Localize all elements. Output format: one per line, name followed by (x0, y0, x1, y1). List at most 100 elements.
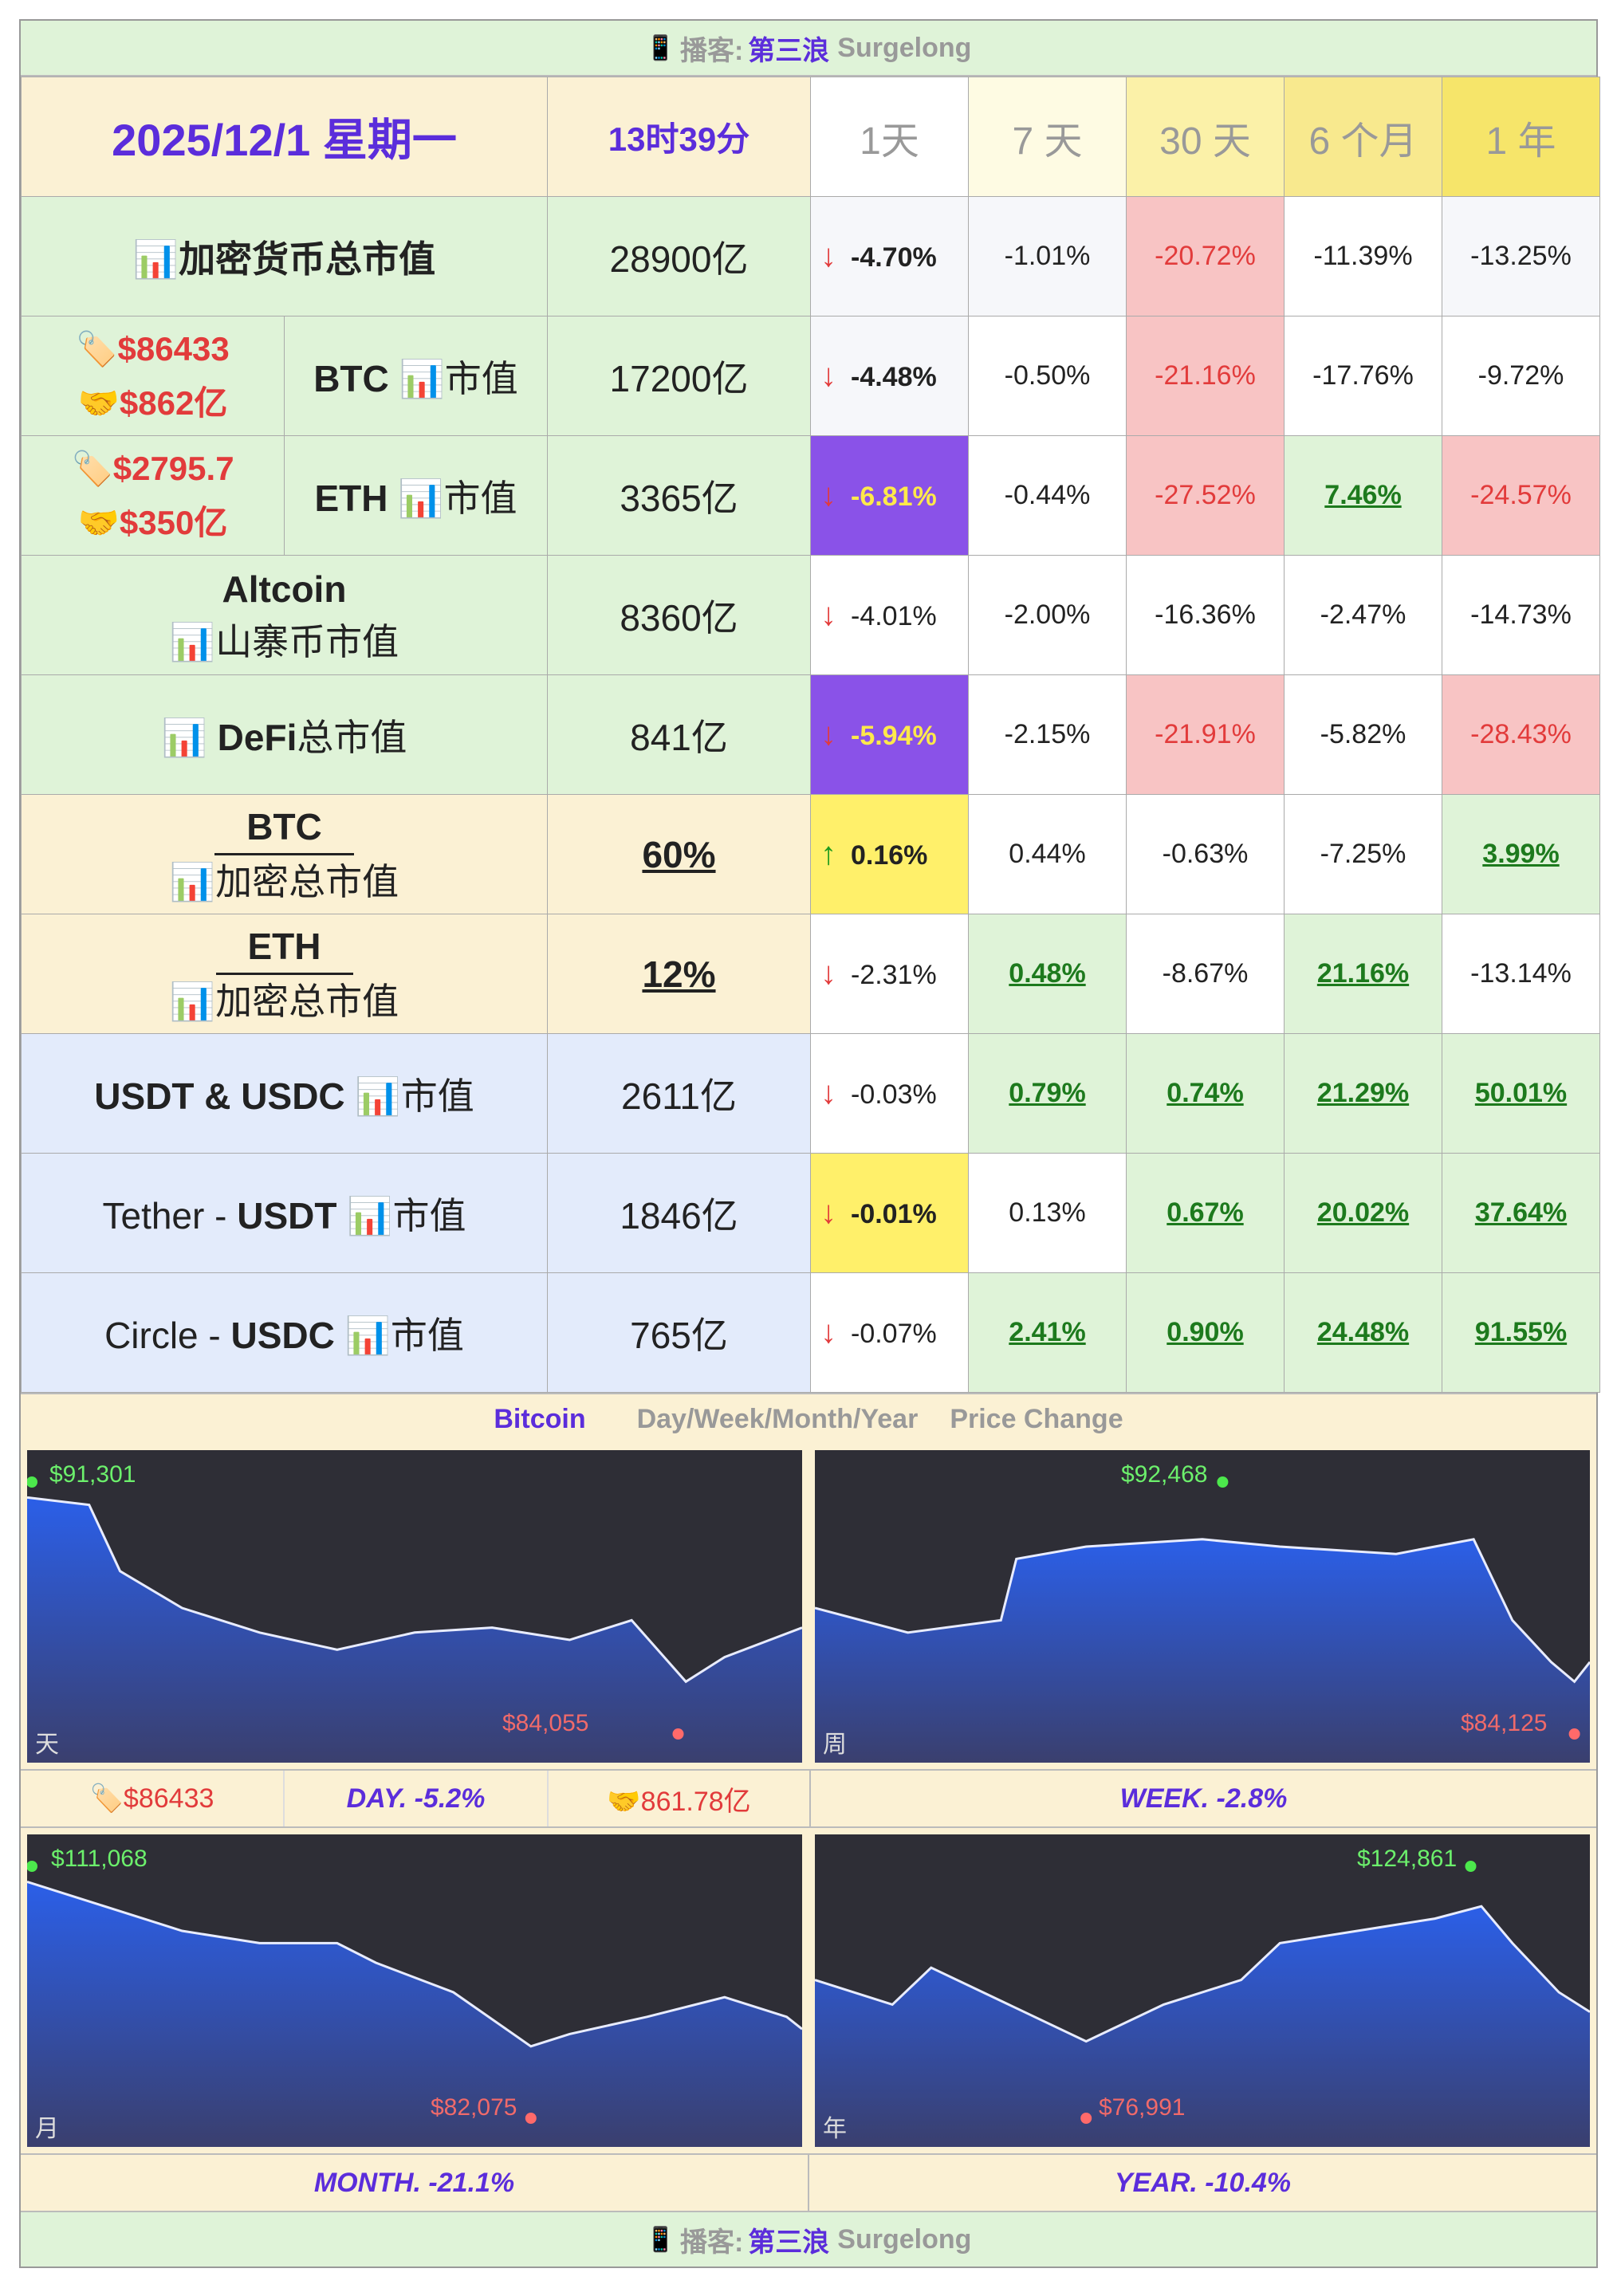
min-point (1568, 1728, 1580, 1740)
change-6m: -5.82% (1284, 674, 1442, 795)
summary-volume: 🤝861.78亿 (549, 1771, 811, 1826)
max-point (27, 1861, 37, 1872)
row-circle: Circle - USDC 📊市值 765亿 ↓ -0.07% 2.41% 0.9… (21, 1272, 1600, 1393)
arrow-up-icon: ↑ (820, 836, 836, 871)
min-label: $76,991 (1099, 2094, 1186, 2121)
row-label: Altcoin 📊山寨币市值 (21, 555, 548, 675)
chart-year: $124,861 $76,991 年 (808, 1828, 1596, 2153)
change-30d: -20.72% (1126, 196, 1285, 316)
price-area-month (27, 1861, 802, 2147)
price-area-week (815, 1476, 1590, 1763)
eth-volume: 🤝$350亿 (77, 503, 228, 541)
podcast-label: 播客: (679, 2227, 744, 2258)
change-6m: 21.29% (1284, 1033, 1442, 1154)
podcast-name: 第三浪 (748, 35, 830, 66)
change-30d: -0.63% (1126, 794, 1285, 914)
price-area (27, 1497, 802, 1763)
row-total-market-cap: 📊加密货币总市值 28900亿 ↓ -4.70% -1.01% -20.72% -… (21, 196, 1600, 316)
phone-icon: 📱 (645, 34, 675, 61)
change-6m: -7.25% (1284, 794, 1442, 914)
podcast-banner-bottom: 📱 播客: 第三浪 Surgelong (21, 2212, 1596, 2267)
change-1d: ↓ -0.01% (810, 1153, 969, 1273)
change-1y: -28.43% (1442, 674, 1600, 795)
min-label: $84,125 (1461, 1710, 1548, 1736)
row-altcoin: Altcoin 📊山寨币市值 8360亿 ↓ -4.01% -2.00% -16.3… (21, 555, 1600, 675)
period-corner-label: 月 (35, 2116, 59, 2142)
row-defi: 📊 DeFi总市值 841亿 ↓ -5.94% -2.15% -21.91% -5… (21, 674, 1600, 795)
phone-icon: 📱 (645, 2226, 675, 2253)
row-label: ETH 📊市值 (284, 435, 548, 556)
change-1y: 3.99% (1442, 794, 1600, 914)
period-7d: 7 天 (968, 77, 1127, 197)
change-6m: 21.16% (1284, 914, 1442, 1034)
row-label: USDT & USDC 📊市值 (21, 1033, 548, 1154)
header-row: 2025/12/1 星期一 13时39分 1天 7 天 30 天 6 个月 1 … (21, 77, 1600, 197)
btc-volume: 🤝$862亿 (77, 383, 228, 422)
change-7d: 0.79% (968, 1033, 1127, 1154)
row-label: BTC 📊加密总市值 (21, 794, 548, 914)
row-label: Tether - USDT 📊市值 (21, 1153, 548, 1273)
change-1y: -14.73% (1442, 555, 1600, 675)
change-7d: -0.50% (968, 316, 1127, 436)
change-1d: ↓ -0.03% (810, 1033, 969, 1154)
change-1d: ↓ -0.07% (810, 1272, 969, 1393)
arrow-down-icon: ↓ (820, 358, 836, 393)
min-point (525, 2113, 537, 2124)
max-label: $124,861 (1357, 1846, 1458, 1872)
max-point (1465, 1861, 1477, 1872)
change-6m: 7.46% (1284, 435, 1442, 556)
price-line (815, 1905, 1590, 2043)
btc-price: 🏷️$86433 (76, 329, 230, 368)
change-6m: 24.48% (1284, 1272, 1442, 1393)
btc-price-volume: 🏷️$86433 🤝$862亿 (21, 316, 285, 436)
row-label: 📊加密货币总市值 (21, 196, 548, 316)
arrow-down-icon: ↓ (820, 717, 836, 752)
change-30d: 0.74% (1126, 1033, 1285, 1154)
change-7d: -2.15% (968, 674, 1127, 795)
change-30d: -27.52% (1126, 435, 1285, 556)
period-6m: 6 个月 (1284, 77, 1442, 197)
arrow-down-icon: ↓ (820, 1315, 836, 1350)
change-1y: -24.57% (1442, 435, 1600, 556)
change-6m: -2.47% (1284, 555, 1442, 675)
change-7d: 0.44% (968, 794, 1127, 914)
summary-week: WEEK. -2.8% (1119, 1783, 1288, 1814)
arrow-down-icon: ↓ (820, 597, 836, 632)
change-1y: -13.14% (1442, 914, 1600, 1034)
time-label: 13时39分 (547, 77, 811, 197)
max-label: $91,301 (49, 1461, 136, 1488)
row-value: 12% (547, 914, 811, 1034)
row-value: 765亿 (547, 1272, 811, 1393)
price-area (815, 1906, 1590, 2147)
summary-row-bottom: MONTH. -21.1% YEAR. -10.4% (21, 2153, 1596, 2212)
change-7d: -1.01% (968, 196, 1127, 316)
price-area (27, 1881, 802, 2147)
charts-row-bottom: $111,068 $82,075 月 $124,861 $76,991 年 (21, 1828, 1596, 2153)
charts-row-top: $91,301 $84,055 天 $92,468 $84,125 周 (21, 1444, 1596, 1769)
summary-month: MONTH. -21.1% (21, 2155, 809, 2211)
price-line (27, 1496, 802, 1684)
change-30d: 0.67% (1126, 1153, 1285, 1273)
row-value: 2611亿 (547, 1033, 811, 1154)
period-30d: 30 天 (1126, 77, 1285, 197)
period-1d: 1天 (810, 77, 969, 197)
caption-period: Day/Week/Month/Year (636, 1403, 919, 1434)
podcast-name-en: Surgelong (837, 32, 972, 63)
podcast-name-en: Surgelong (837, 2223, 972, 2255)
change-6m: -11.39% (1284, 196, 1442, 316)
price-area-year (815, 1861, 1590, 2147)
arrow-down-icon: ↓ (820, 1195, 836, 1230)
min-point (1080, 2113, 1092, 2124)
max-point (1217, 1476, 1229, 1488)
row-label: ETH 📊加密总市值 (21, 914, 548, 1034)
row-btc-dominance: BTC 📊加密总市值 60% ↑ 0.16% 0.44% -0.63% -7.25%… (21, 794, 1600, 914)
row-label: Circle - USDC 📊市值 (21, 1272, 548, 1393)
change-7d: 2.41% (968, 1272, 1127, 1393)
caption-bitcoin: Bitcoin (494, 1403, 586, 1434)
change-30d: -16.36% (1126, 555, 1285, 675)
podcast-banner-top: 📱 播客: 第三浪 Surgelong (21, 21, 1596, 77)
change-1d: ↓ -6.81% (810, 435, 969, 556)
min-point (672, 1728, 684, 1740)
row-value: 1846亿 (547, 1153, 811, 1273)
change-7d: 0.13% (968, 1153, 1127, 1273)
